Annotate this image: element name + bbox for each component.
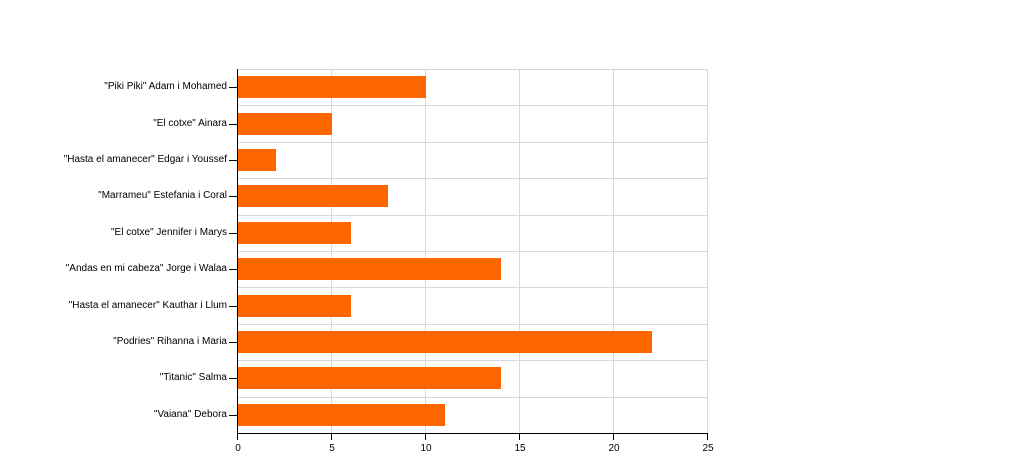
bar — [238, 404, 445, 426]
category-label: "Marrameu" Estefania i Coral — [98, 190, 227, 201]
category-gridline — [238, 69, 708, 70]
x-tick-label: 15 — [514, 443, 526, 454]
x-tick — [707, 434, 708, 440]
plot-area — [237, 69, 708, 434]
category-label: "Andas en mi cabeza" Jorge i Walaa — [65, 263, 227, 274]
bar — [238, 295, 351, 317]
bar — [238, 331, 652, 353]
bar — [238, 113, 332, 135]
x-tick-label: 25 — [702, 443, 714, 454]
y-tick — [229, 342, 237, 343]
bar — [238, 222, 351, 244]
y-tick — [229, 124, 237, 125]
y-tick — [229, 196, 237, 197]
category-gridline — [238, 142, 708, 143]
category-gridline — [238, 178, 708, 179]
y-tick — [229, 415, 237, 416]
category-label: "Hasta el amanecer" Edgar i Youssef — [63, 154, 227, 165]
category-label: "Hasta el amanecer" Kauthar i Llum — [68, 300, 227, 311]
y-tick — [229, 233, 237, 234]
category-label: "Podries" Rihanna i Maria — [113, 336, 227, 347]
x-tick — [237, 434, 238, 440]
x-tick — [331, 434, 332, 440]
bar — [238, 258, 501, 280]
category-label: "El cotxe" Ainara — [153, 118, 227, 129]
bar — [238, 367, 501, 389]
bar — [238, 149, 276, 171]
y-tick — [229, 378, 237, 379]
y-tick — [229, 306, 237, 307]
category-gridline — [238, 397, 708, 398]
y-tick — [229, 160, 237, 161]
y-tick — [229, 269, 237, 270]
x-tick — [613, 434, 614, 440]
category-label: "El cotxe" Jennifer i Marys — [110, 227, 227, 238]
x-tick-label: 5 — [329, 443, 335, 454]
x-tick — [425, 434, 426, 440]
category-label: "Titanic" Salma — [159, 372, 227, 383]
category-gridline — [238, 324, 708, 325]
category-label: "Vaiana" Debora — [153, 409, 227, 420]
bar — [238, 76, 426, 98]
bar — [238, 185, 388, 207]
category-gridline — [238, 287, 708, 288]
category-label: "Piki Piki" Adam i Mohamed — [104, 81, 227, 92]
category-gridline — [238, 251, 708, 252]
category-gridline — [238, 360, 708, 361]
x-tick — [519, 434, 520, 440]
x-tick-label: 20 — [608, 443, 620, 454]
category-gridline — [238, 215, 708, 216]
x-tick-label: 10 — [420, 443, 432, 454]
x-tick-label: 0 — [235, 443, 241, 454]
y-tick — [229, 87, 237, 88]
category-gridline — [238, 105, 708, 106]
